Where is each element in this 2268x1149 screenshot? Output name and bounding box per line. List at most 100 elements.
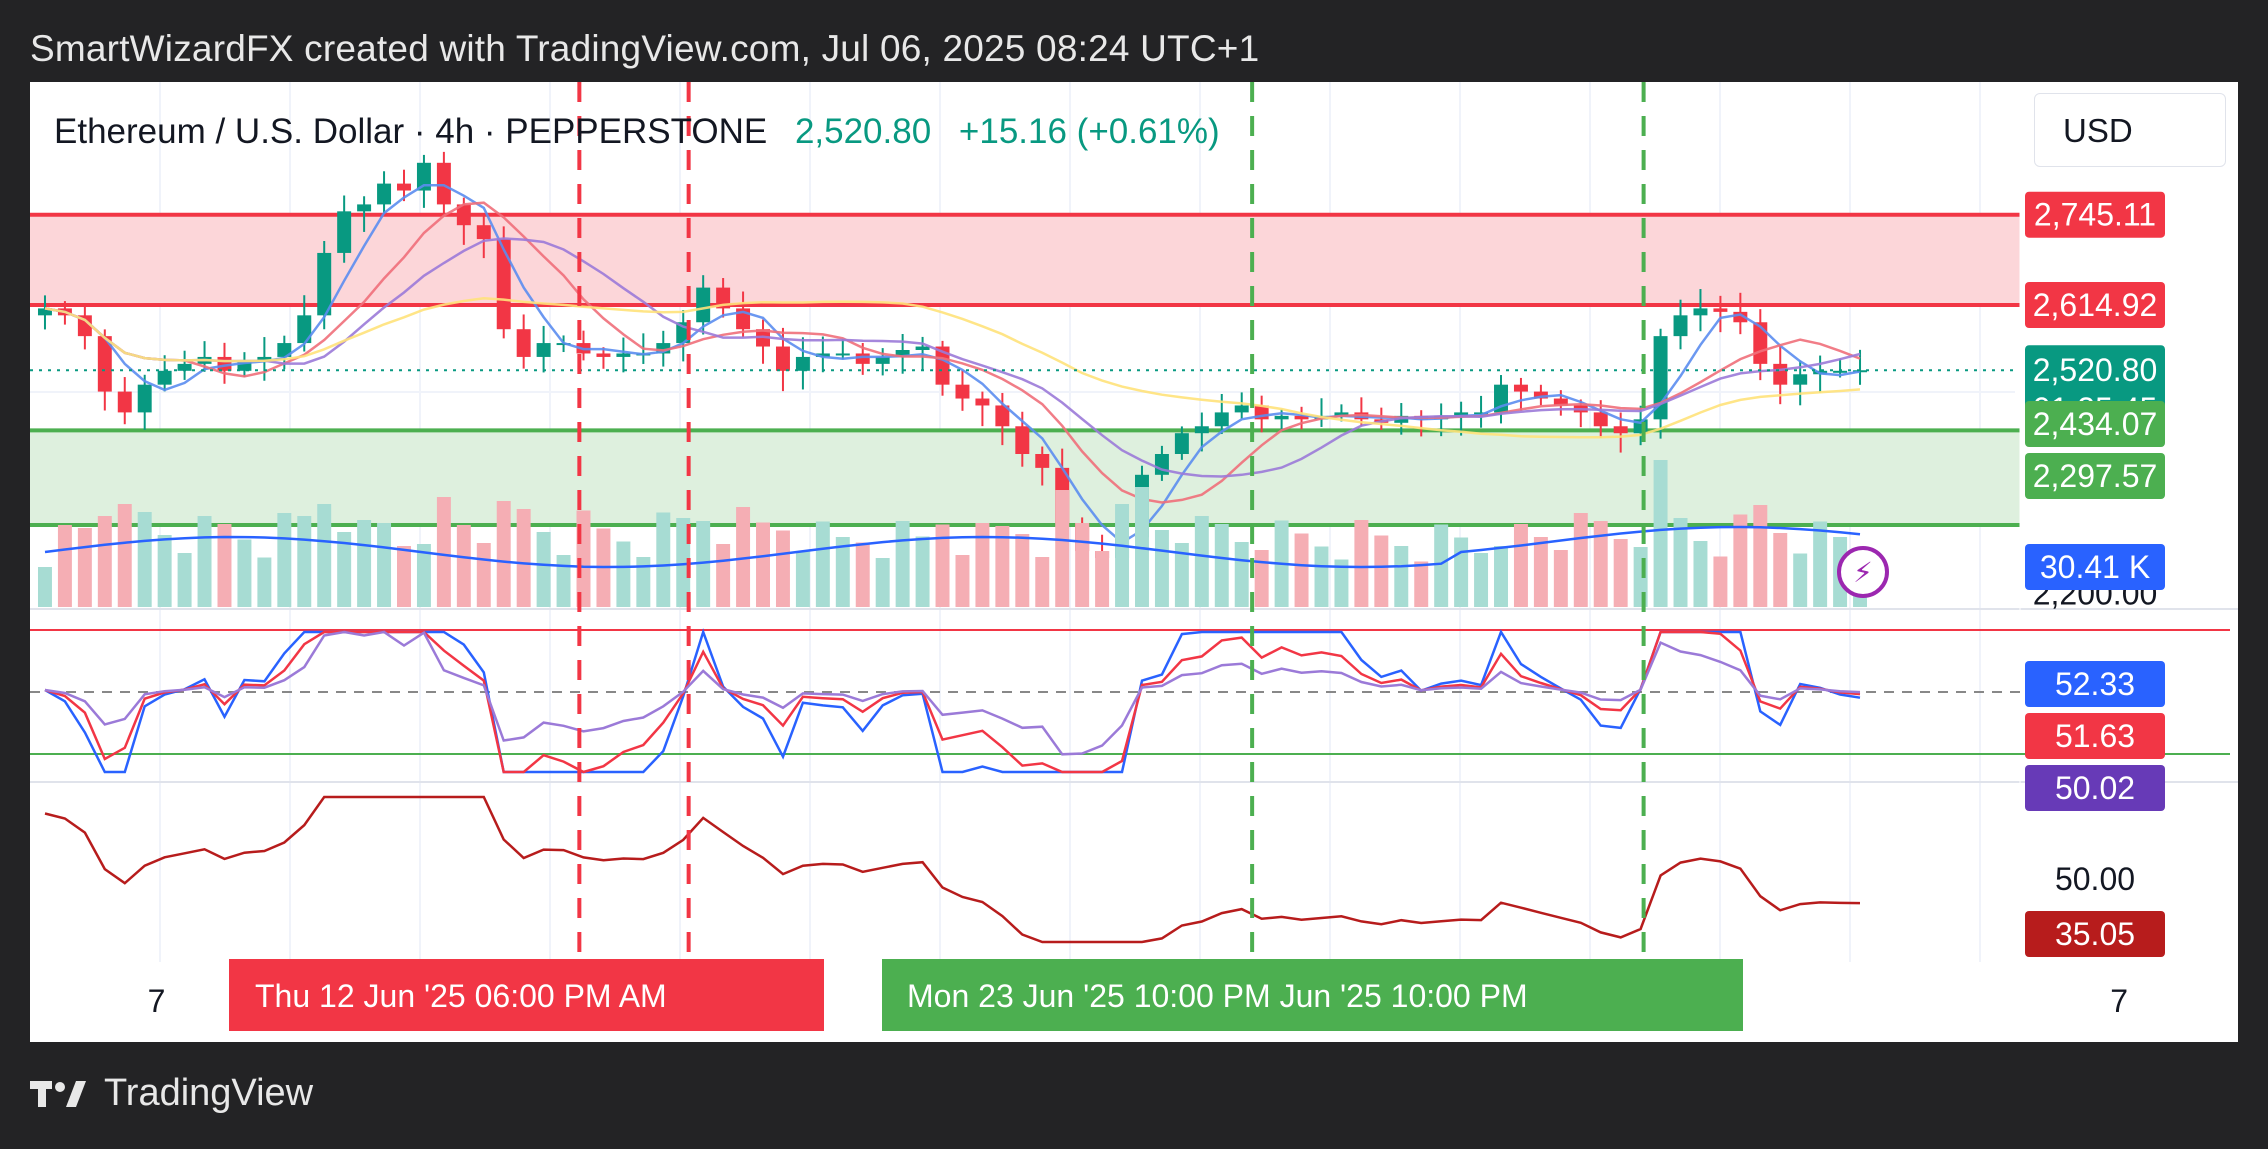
volume-bar xyxy=(317,504,332,607)
candle-body xyxy=(596,353,611,357)
candle-body xyxy=(1334,412,1349,416)
candle-body xyxy=(1513,384,1528,392)
volume-bar xyxy=(736,507,751,607)
volume-bar xyxy=(915,536,930,607)
candle-body xyxy=(397,183,411,191)
oscillator-line xyxy=(44,628,1861,774)
candle-body xyxy=(1693,308,1708,316)
candle-body xyxy=(277,343,292,357)
volume-bar xyxy=(835,537,850,607)
volume-bar xyxy=(1354,520,1369,607)
volume-bar xyxy=(1294,533,1309,607)
volume-bar xyxy=(436,497,451,607)
chart-panel[interactable]: 2,200.002,745.112,614.922,520.8001:35:45… xyxy=(30,82,2238,1042)
oscillator-line xyxy=(44,630,1861,774)
candle-body xyxy=(1853,370,1868,373)
candle-body xyxy=(1733,311,1748,323)
price-level-tag-bg xyxy=(2025,281,2165,328)
candle-body xyxy=(1454,412,1469,416)
tradingview-logo-icon xyxy=(30,1080,86,1107)
volume-bar xyxy=(1713,556,1728,607)
volume-bar xyxy=(277,513,292,607)
price-level-tag: 2,745.11 xyxy=(2034,197,2156,233)
volume-bar xyxy=(177,553,192,607)
volume-bar xyxy=(616,541,631,607)
candle-body xyxy=(1015,426,1030,454)
candle-body xyxy=(1753,322,1768,364)
candle-body xyxy=(1474,412,1489,415)
oscillator-tag-bg xyxy=(2025,661,2165,707)
chart-canvas[interactable]: 2,200.002,745.112,614.922,520.8001:35:45… xyxy=(30,82,2238,1042)
candle-body xyxy=(436,162,451,205)
moving-average-line xyxy=(44,201,1861,504)
volume-bar xyxy=(1494,546,1508,607)
candle-body xyxy=(97,336,112,392)
volume-bar xyxy=(117,504,132,607)
candle-body xyxy=(237,360,252,371)
oscillator-tag: 51.63 xyxy=(2055,718,2135,754)
volume-bar xyxy=(775,530,790,607)
moving-average-line xyxy=(44,184,1861,544)
volume-bar xyxy=(636,557,651,607)
volume-ma-line xyxy=(44,525,1861,569)
candle-body xyxy=(716,287,731,309)
candle-body xyxy=(1274,415,1289,420)
candle-body xyxy=(1553,398,1568,406)
volume-bar xyxy=(416,544,431,607)
volume-bar xyxy=(955,555,970,607)
candle-body xyxy=(476,225,491,240)
volume-bar xyxy=(1454,537,1469,607)
volume-bar xyxy=(516,509,531,607)
candle-body xyxy=(357,204,372,212)
lightning-icon: ⚡ xyxy=(1853,556,1873,589)
volume-bar xyxy=(1394,546,1409,607)
volume-bar xyxy=(456,525,471,607)
volume-bar xyxy=(1154,530,1169,607)
volume-bar xyxy=(57,525,72,607)
volume-bar xyxy=(1733,514,1748,607)
candle-body xyxy=(915,346,930,350)
volume-bar xyxy=(1513,524,1528,607)
volume-bar xyxy=(1693,541,1708,607)
candle-body xyxy=(77,315,92,337)
symbol-price: 2,520.80 xyxy=(794,112,932,151)
candle-body xyxy=(117,391,132,413)
candle-body xyxy=(656,343,671,354)
volume-bar xyxy=(1773,533,1788,607)
volume-bar xyxy=(97,516,112,607)
candle-body xyxy=(696,287,711,323)
volume-bar xyxy=(1673,518,1688,607)
volume-bar xyxy=(975,523,990,607)
volume-bar xyxy=(1414,561,1429,607)
candle-body xyxy=(337,211,352,253)
volume-bar xyxy=(1234,542,1249,607)
candle-body xyxy=(1713,308,1728,312)
candle-body xyxy=(1593,412,1608,427)
tradingview-logo: TradingView xyxy=(30,1072,313,1115)
red-time-label-bg xyxy=(229,959,824,1031)
volume-bar xyxy=(157,535,172,607)
volume-bar xyxy=(297,516,312,607)
volume-bar xyxy=(815,521,830,607)
volume-bar xyxy=(357,520,372,607)
candle-body xyxy=(975,398,990,406)
volume-bar xyxy=(77,528,92,607)
time-axis-tick: 7 xyxy=(2110,983,2128,1019)
currency-selector[interactable]: USD xyxy=(2034,93,2226,167)
candle-body xyxy=(456,204,471,226)
volume-bar xyxy=(1573,513,1588,607)
candle-body xyxy=(1673,315,1688,337)
volume-bar xyxy=(1474,553,1489,607)
volume-bar xyxy=(795,551,810,607)
moving-average-line xyxy=(44,297,1861,439)
volume-bar xyxy=(1593,521,1608,607)
red-time-label: Thu 12 Jun '25 06:00 PM AM xyxy=(255,978,667,1014)
volume-bar xyxy=(496,501,511,607)
candle-body xyxy=(317,252,332,316)
volume-bar xyxy=(217,524,232,607)
volume-bar xyxy=(137,512,152,607)
candle-body xyxy=(1773,363,1788,385)
candle-body xyxy=(855,353,870,364)
symbol-change: +15.16 (+0.61%) xyxy=(958,112,1220,151)
volume-bar xyxy=(716,544,731,607)
